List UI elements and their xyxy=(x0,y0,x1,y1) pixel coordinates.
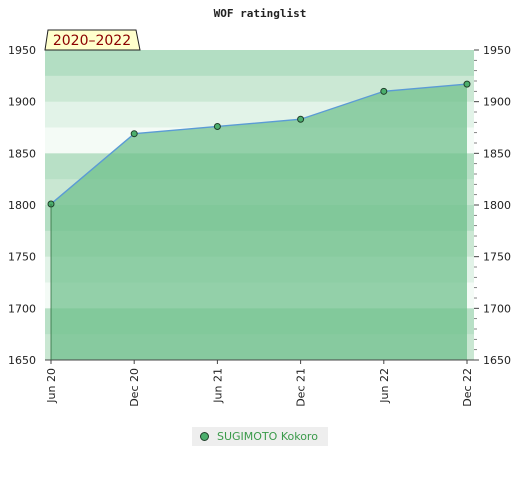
data-point xyxy=(130,130,138,138)
y-tick-label-left: 1750 xyxy=(8,251,36,264)
x-axis: Jun 20 Dec 20 Jun 21 Dec 21 Jun 22 Dec 22 xyxy=(45,360,474,407)
y-tick-label-left: 1700 xyxy=(8,302,36,315)
x-tick-label: Jun 21 xyxy=(211,368,224,404)
y-tick-label-right: 1950 xyxy=(483,44,511,57)
y-tick-label-right: 1750 xyxy=(483,251,511,264)
legend: SUGIMOTO Kokoro xyxy=(192,427,328,446)
x-tick-label: Dec 21 xyxy=(295,368,308,407)
y-tick-label-left: 1950 xyxy=(8,44,36,57)
series-area xyxy=(51,84,467,360)
legend-marker xyxy=(200,432,209,441)
y-tick-label-left: 1850 xyxy=(8,147,36,160)
period-badge: 2020–2022 xyxy=(44,29,141,51)
period-badge-label: 2020–2022 xyxy=(53,33,131,49)
y-tick-label-right: 1900 xyxy=(483,96,511,109)
x-tick-label: Dec 22 xyxy=(461,368,474,407)
y-tick-label-left: 1900 xyxy=(8,96,36,109)
background-band xyxy=(45,50,474,77)
data-point xyxy=(297,115,305,123)
chart-title: WOF ratinglist xyxy=(214,7,307,20)
y-tick-label-right: 1800 xyxy=(483,199,511,212)
data-point xyxy=(463,80,471,88)
y-tick-label-left: 1650 xyxy=(8,354,36,367)
legend-label-series: SUGIMOTO Kokoro xyxy=(217,430,318,443)
x-tick-label: Dec 20 xyxy=(128,368,141,407)
data-point xyxy=(380,87,388,95)
y-tick-label-right: 1700 xyxy=(483,302,511,315)
y-tick-label-right: 1650 xyxy=(483,354,511,367)
period-badge-shape xyxy=(44,29,141,51)
x-tick-label: Jun 22 xyxy=(378,368,391,404)
y-axis-left: 1650 1700 1750 1800 1850 1900 1950 xyxy=(8,44,36,367)
data-point xyxy=(213,122,221,130)
y-tick-label-right: 1850 xyxy=(483,147,511,160)
series-line xyxy=(50,83,468,205)
y-axis-right: 1650 1700 1750 1800 1850 1900 1950 xyxy=(474,44,511,367)
y-tick-label-left: 1800 xyxy=(8,199,36,212)
x-tick-label: Jun 20 xyxy=(45,368,58,404)
